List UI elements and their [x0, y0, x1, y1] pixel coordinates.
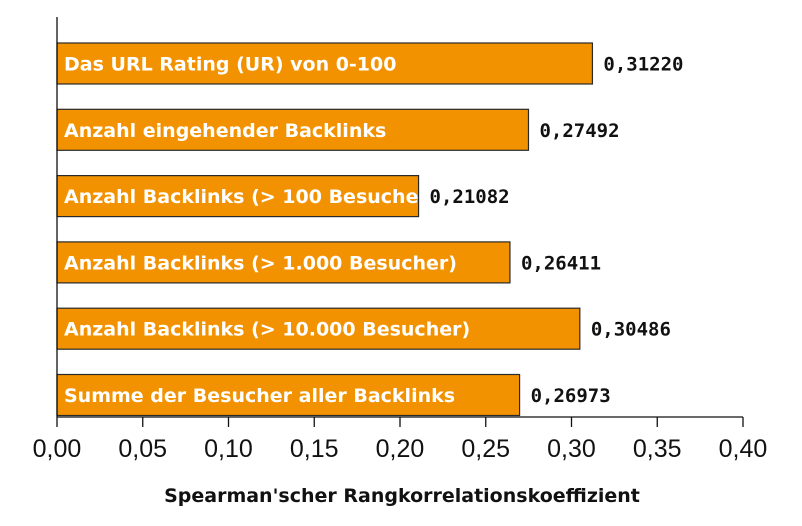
bar-category-label: Summe der Besucher aller Backlinks — [64, 385, 455, 407]
bar-category-label: Anzahl Backlinks (> 1.000 Besucher) — [64, 252, 457, 274]
bar-category-label: Anzahl eingehender Backlinks — [64, 120, 386, 142]
bar — [56, 108, 530, 151]
x-tick-label: 0,20 — [376, 435, 425, 463]
bar-value-label: 0,30486 — [591, 319, 671, 341]
x-tick-label: 0,35 — [633, 435, 682, 463]
bar — [56, 307, 581, 350]
bar — [56, 42, 594, 85]
bar-category-label: Anzahl Backlinks (> 10.000 Besucher) — [64, 319, 470, 341]
x-tick-label: 0,00 — [33, 435, 82, 463]
bar-category-label: Anzahl Backlinks (> 100 Besucher) — [64, 186, 437, 208]
x-tick-label: 0,15 — [290, 435, 339, 463]
bar — [56, 241, 511, 284]
bar — [56, 175, 420, 218]
axis-layer: 0,00 0,05 0,10 0,15 0,20 0,25 0,30 0,35 0,40 — [33, 17, 768, 463]
bar-value-label: 0,31220 — [603, 54, 683, 76]
x-axis-title: Spearman'scher Rangkorrelationskoeffizie… — [164, 485, 640, 507]
x-tick-label: 0,05 — [118, 435, 167, 463]
bar-value-label: 0,27492 — [539, 120, 619, 142]
bars-layer: Das URL Rating (UR) von 0-100 0,31220 Anza… — [56, 42, 684, 417]
bar-value-label: 0,26973 — [531, 385, 611, 407]
x-tick-label: 0,40 — [719, 435, 768, 463]
x-tick-label: 0,30 — [547, 435, 596, 463]
bar-category-label: Das URL Rating (UR) von 0-100 — [64, 54, 396, 76]
bar-value-label: 0,21082 — [430, 186, 510, 208]
x-tick-label: 0,10 — [204, 435, 253, 463]
bar-value-label: 0,26411 — [521, 252, 601, 274]
x-tick-label: 0,25 — [461, 435, 510, 463]
